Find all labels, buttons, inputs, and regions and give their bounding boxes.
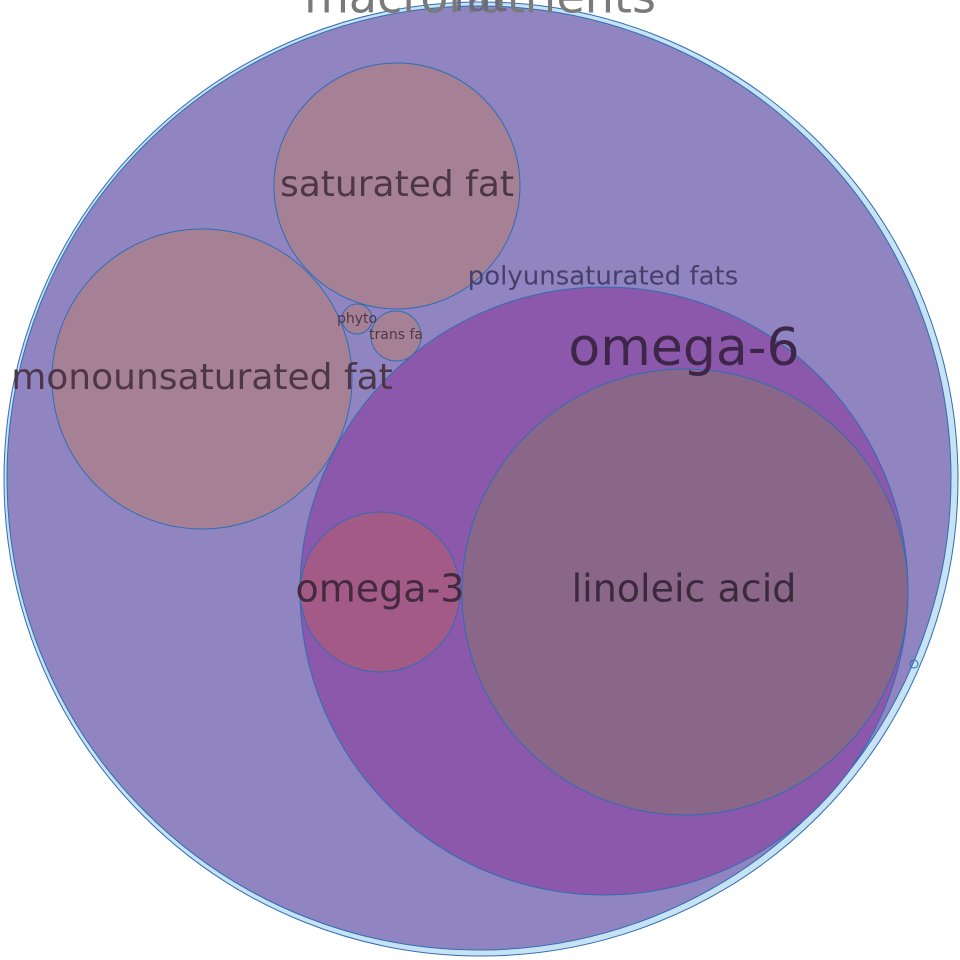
macronutrients-label: macronutrients [304, 0, 656, 24]
monounsaturated-fat-label: monounsaturated fat [11, 357, 393, 398]
fat-label: fat [453, 0, 507, 21]
omega-3-circle [299, 511, 461, 673]
omega-3-label: omega-3 [296, 567, 465, 611]
saturated-fat-label: saturated fat [280, 164, 514, 205]
monounsaturated-fat-circle [51, 228, 353, 530]
polyunsaturated-fats-label: polyunsaturated fats [468, 262, 739, 292]
small-sliver-circle [909, 659, 919, 669]
phyto-circle [341, 303, 373, 335]
linoleic-acid-circle [461, 368, 909, 816]
trans-fat-circle [370, 310, 422, 362]
linoleic-acid-label: linoleic acid [572, 567, 797, 611]
trans-fat-label: trans fa [369, 327, 423, 343]
phyto-label: phyto [337, 311, 377, 327]
saturated-fat-circle [273, 62, 521, 310]
omega-6-label: omega-6 [568, 318, 799, 378]
